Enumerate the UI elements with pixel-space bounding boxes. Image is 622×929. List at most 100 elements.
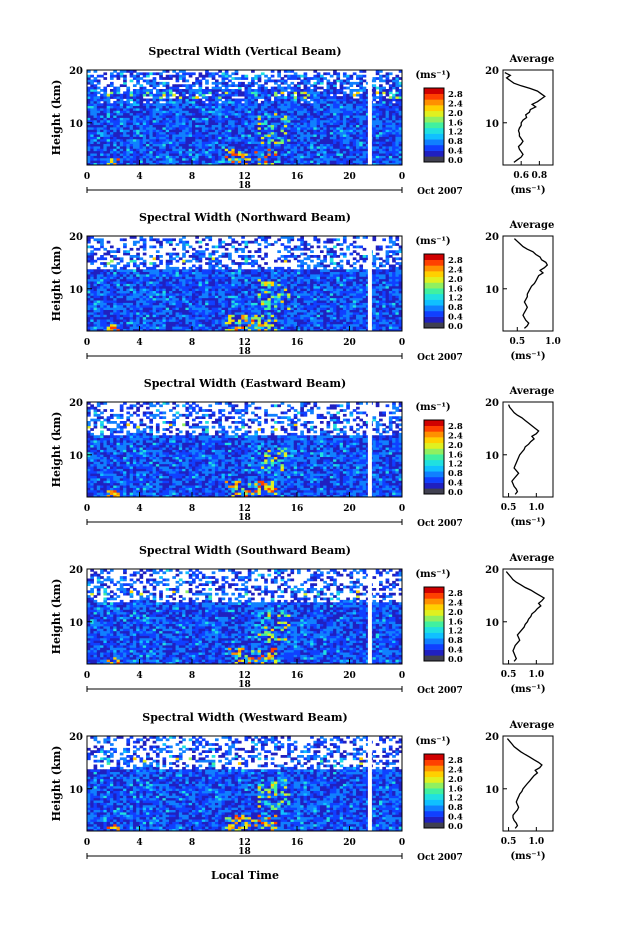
colorbar-segment xyxy=(424,805,444,812)
colorbar-tick-label: 0.8 xyxy=(448,803,463,813)
colorbar-segment xyxy=(424,754,444,760)
date-month-label: Oct 2007 xyxy=(417,353,463,363)
colorbar-tick-label: 2.8 xyxy=(448,422,463,432)
colorbar-tick-label: 0.8 xyxy=(448,636,463,646)
profile-title: Average xyxy=(509,220,555,231)
colorbar-segment xyxy=(424,431,444,438)
profile-y-tick-label: 20 xyxy=(485,66,499,77)
colorbar-segment xyxy=(424,476,444,483)
x-tick-label: 20 xyxy=(343,172,356,182)
profile-line xyxy=(513,238,549,329)
colorbar-segment xyxy=(424,442,444,449)
colorbar-tick-label: 0.0 xyxy=(448,322,463,332)
colorbar-tick-label: 1.2 xyxy=(448,128,463,138)
y-tick-label: 10 xyxy=(69,785,83,796)
colorbar-frame xyxy=(423,753,445,829)
profile-x-tick-label: 1.0 xyxy=(528,670,544,680)
colorbar-tick-label: 0.8 xyxy=(448,303,463,313)
profile-x-tick-label: 0.8 xyxy=(532,171,548,181)
colorbar-segment xyxy=(424,799,444,806)
x-axis-label: Local Time xyxy=(211,869,279,882)
x-tick-label: 8 xyxy=(189,838,195,848)
profile-title: Average xyxy=(509,386,555,397)
y-axis-label: Height (km) xyxy=(50,746,63,822)
x-tick-label: 4 xyxy=(136,172,142,182)
colorbar-segment xyxy=(424,822,444,829)
date-month-label: Oct 2007 xyxy=(417,187,463,197)
colorbar-segment xyxy=(424,782,444,789)
colorbar-frame xyxy=(423,253,445,329)
date-tick-label: 18 xyxy=(238,513,251,523)
colorbar-tick-label: 2.4 xyxy=(448,431,463,441)
colorbar-segment xyxy=(424,655,444,662)
date-tick-label: 18 xyxy=(238,347,251,357)
x-tick-label: 8 xyxy=(189,671,195,681)
colorbar-segment xyxy=(424,122,444,129)
profile-line xyxy=(506,738,543,829)
colorbar-segment xyxy=(424,316,444,323)
panel-title: Spectral Width (Westward Beam) xyxy=(142,711,347,724)
y-tick-label: 10 xyxy=(69,451,83,462)
colorbar-tick-label: 2.4 xyxy=(448,99,463,109)
colorbar-segment xyxy=(424,793,444,800)
colorbar-segment xyxy=(424,638,444,645)
colorbar-tick-label: 1.6 xyxy=(448,284,463,294)
profile-unit: (ms⁻¹) xyxy=(510,851,545,862)
colorbar-segment xyxy=(424,150,444,157)
x-tick-label: 0 xyxy=(84,838,90,848)
profile-y-tick-label: 10 xyxy=(485,785,499,796)
x-tick-label: 8 xyxy=(189,504,195,514)
colorbar-segment xyxy=(424,759,444,766)
colorbar-segment xyxy=(424,649,444,656)
colorbar-segment xyxy=(424,643,444,650)
profile-frame xyxy=(502,235,554,332)
panel-4: Spectral Width (Southward Beam) 20 10 Heigh… xyxy=(50,544,554,696)
colorbar-tick-label: 2.4 xyxy=(448,765,463,775)
date-tick-label: 18 xyxy=(238,680,251,690)
date-month-label: Oct 2007 xyxy=(417,853,463,863)
colorbar-segment xyxy=(424,110,444,117)
colorbar-segment xyxy=(424,788,444,795)
x-tick-label: 20 xyxy=(343,338,356,348)
colorbar-tick-label: 2.0 xyxy=(448,608,463,618)
colorbar-tick-label: 0.4 xyxy=(448,147,463,157)
profile-unit: (ms⁻¹) xyxy=(510,351,545,362)
colorbar-segment xyxy=(424,465,444,472)
colorbar-segment xyxy=(424,305,444,312)
data-gap xyxy=(367,736,372,831)
profile-x-tick-label: 0.5 xyxy=(509,337,525,347)
y-axis-label: Height (km) xyxy=(50,246,63,322)
colorbar-tick-label: 1.2 xyxy=(448,294,463,304)
colorbar-tick-label: 2.0 xyxy=(448,441,463,451)
x-tick-label: 4 xyxy=(136,838,142,848)
x-tick-label: 4 xyxy=(136,338,142,348)
colorbar-segment xyxy=(424,99,444,106)
date-tick-label: 18 xyxy=(238,847,251,857)
colorbar-tick-label: 0.4 xyxy=(448,479,463,489)
colorbar-segment xyxy=(424,482,444,489)
colorbar-segment xyxy=(424,133,444,140)
colorbar-tick-label: 0.0 xyxy=(448,156,463,166)
colorbar-tick-label: 1.6 xyxy=(448,450,463,460)
colorbar-segment xyxy=(424,471,444,478)
colorbar-tick-label: 2.8 xyxy=(448,589,463,599)
colorbar-tick-label: 2.8 xyxy=(448,756,463,766)
x-tick-label: 16 xyxy=(291,671,304,681)
colorbar-segment xyxy=(424,139,444,146)
y-tick-label: 20 xyxy=(69,232,83,243)
y-axis-label: Height (km) xyxy=(50,80,63,156)
colorbar-segment xyxy=(424,144,444,151)
data-gap xyxy=(367,70,372,165)
colorbar-unit: (ms⁻¹) xyxy=(415,70,450,81)
heatmap-cells xyxy=(87,236,403,332)
x-tick-label: 20 xyxy=(343,671,356,681)
colorbar-tick-label: 0.0 xyxy=(448,822,463,832)
colorbar-segment xyxy=(424,93,444,100)
colorbar-unit: (ms⁻¹) xyxy=(415,569,450,580)
colorbar-tick-label: 2.8 xyxy=(448,256,463,266)
colorbar-segment xyxy=(424,265,444,272)
data-gap xyxy=(367,236,372,331)
colorbar-frame xyxy=(423,87,445,163)
colorbar-segment xyxy=(424,293,444,300)
